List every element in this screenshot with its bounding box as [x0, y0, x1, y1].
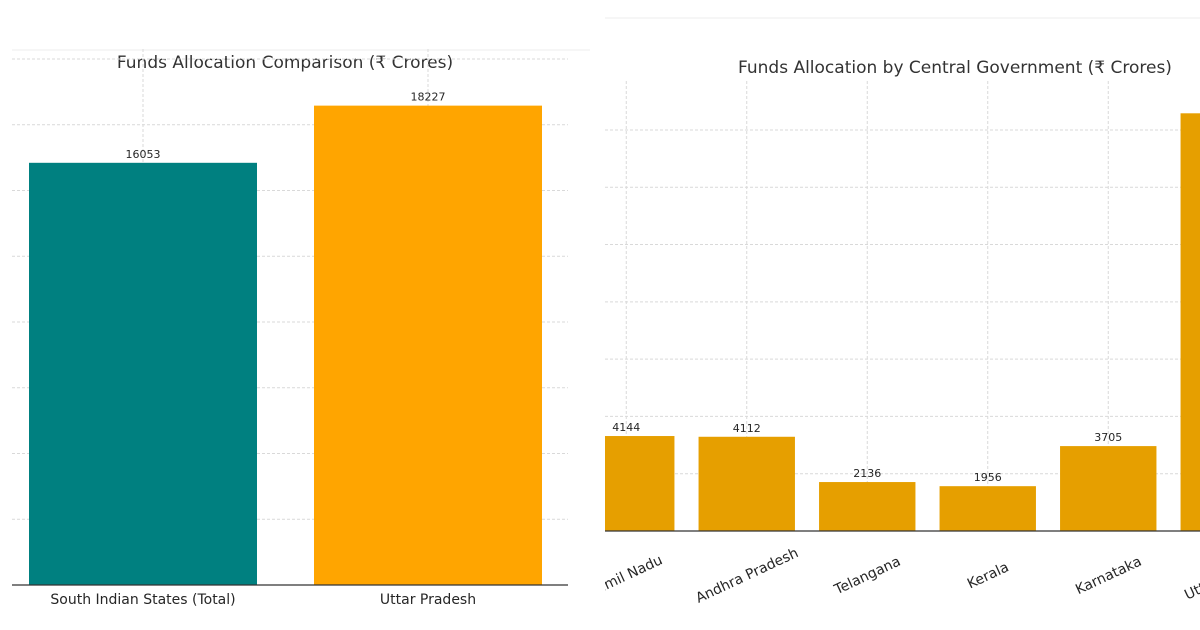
value-label: 2136: [853, 467, 881, 480]
value-label: 1956: [974, 471, 1002, 484]
bar: [698, 436, 795, 531]
chart-title: Funds Allocation Comparison (₹ Crores): [117, 53, 453, 73]
value-label: 4144: [612, 421, 640, 434]
bar: [29, 162, 257, 586]
left-chart: Funds Allocation Comparison (₹ Crores) 16…: [12, 49, 568, 608]
bar: [314, 105, 542, 586]
bar: [819, 482, 916, 531]
bar: [939, 486, 1036, 531]
bar: [1180, 113, 1200, 532]
x-tick-label: South Indian States (Total): [50, 592, 235, 608]
value-label: 18227: [411, 91, 446, 104]
value-label: 16053: [126, 148, 161, 161]
chart-title: Funds Allocation by Central Government (…: [738, 58, 1172, 78]
value-label: 3705: [1094, 431, 1122, 444]
value-label: 4112: [733, 422, 761, 435]
bar: [605, 436, 675, 531]
x-tick-label: Uttar Pradesh: [380, 592, 476, 608]
bar: [1060, 446, 1157, 531]
